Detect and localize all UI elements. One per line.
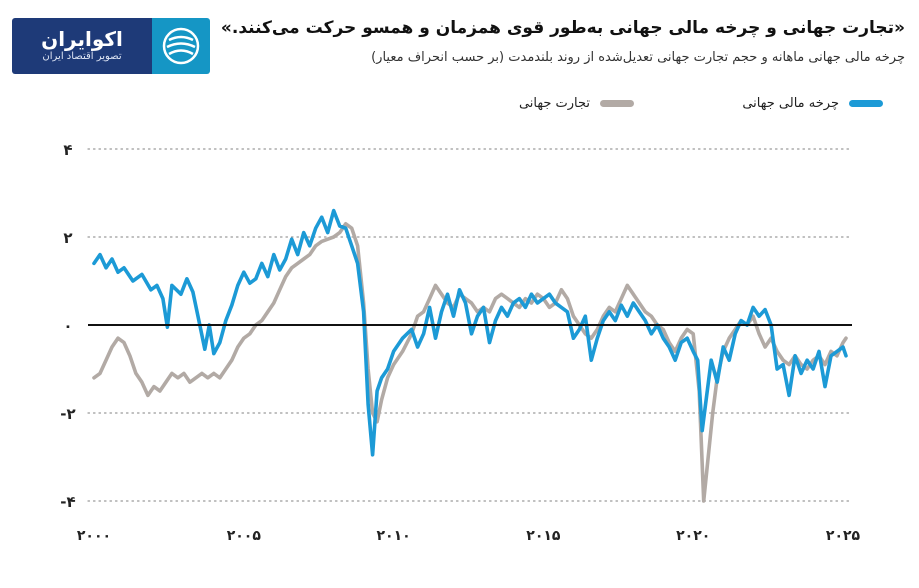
logo-wordmark: اکوایران تصویر اقتصاد ایران [12, 18, 152, 74]
chart-title: «تجارت جهانی و چرخه مالی جهانی به‌طور قو… [220, 18, 905, 38]
x-tick-label: ۲۰۰۵ [227, 528, 262, 544]
x-tick-label: ۲۰۱۵ [526, 528, 561, 544]
logo-name: اکوایران [41, 27, 123, 51]
x-tick-label: ۲۰۰۰ [77, 528, 111, 544]
logo-tagline: تصویر اقتصاد ایران [42, 51, 122, 62]
legend-item-world-trade: تجارت جهانی [519, 96, 634, 111]
x-tick-label: ۲۰۲۰ [676, 528, 710, 544]
y-tick-label: ۲ [63, 229, 72, 247]
x-tick-label: ۲۰۲۵ [826, 528, 861, 544]
legend-swatch-financial-cycle [849, 100, 883, 107]
legend-label-world-trade: تجارت جهانی [518, 96, 590, 111]
legend-label-financial-cycle: چرخه مالی جهانی [742, 96, 839, 111]
y-tick-label: -۴ [60, 493, 75, 511]
y-tick-label: -۲ [60, 405, 75, 423]
legend-swatch-world-trade [600, 100, 634, 107]
legend-item-financial-cycle: چرخه مالی جهانی [742, 96, 883, 111]
logo-mark-icon [152, 18, 210, 74]
x-tick-label: ۲۰۱۰ [377, 528, 411, 544]
y-tick-label: ۴ [63, 141, 72, 159]
chart-subtitle: چرخه مالی جهانی ماهانه و حجم تجارت جهانی… [371, 50, 905, 65]
series-line-world-trade [92, 222, 848, 503]
series-line-financial-cycle [92, 208, 848, 457]
brand-logo: اکوایران تصویر اقتصاد ایران [12, 18, 210, 74]
y-tick-label: ۰ [63, 317, 72, 335]
